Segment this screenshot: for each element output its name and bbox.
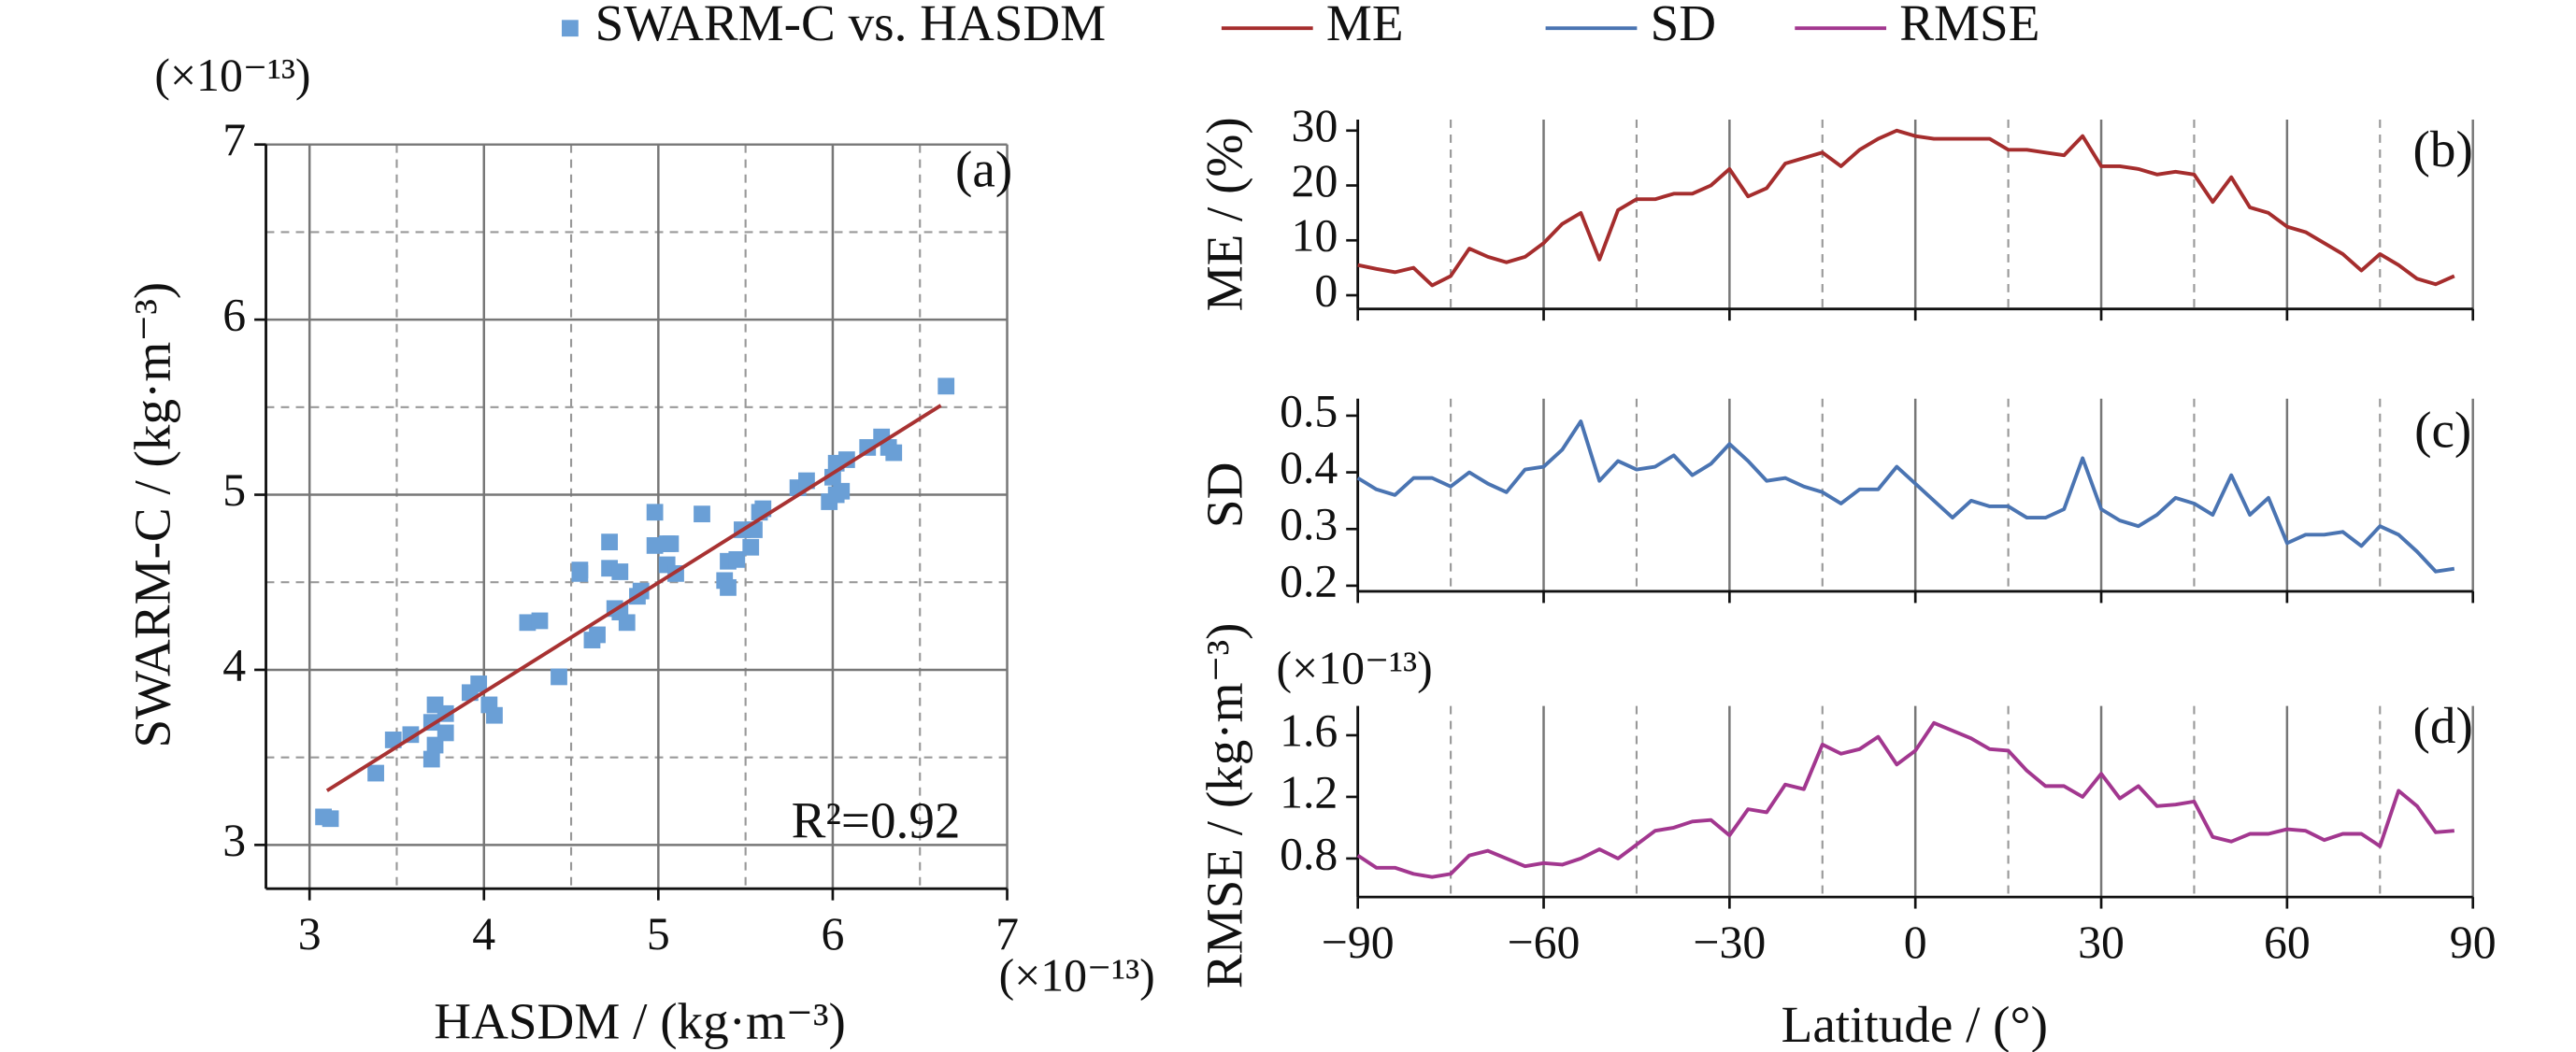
y-tick-label: 0.3 [1280,499,1338,550]
point [571,562,589,579]
y-unit: (×10⁻¹³) [154,50,310,101]
x-tick-label: 90 [2450,917,2497,968]
point [885,444,903,462]
x-tick-label: 3 [298,908,322,960]
panel-label: (c) [2414,401,2471,458]
x-tick-label: 60 [2264,917,2311,968]
point [728,550,746,568]
y-tick-label: 0 [1314,264,1338,316]
y-tick-label: 4 [222,639,246,690]
panel-label: (a) [955,140,1012,197]
point [833,482,851,500]
panel-label: (b) [2413,121,2473,178]
point [618,614,636,632]
y-tick-label: 3 [222,815,246,866]
point [742,538,760,556]
y-tick-label: 1.2 [1280,766,1338,817]
x-tick-label: −60 [1508,917,1581,968]
legend-marker [562,20,579,37]
y-tick-label: 1.6 [1280,704,1338,756]
legend-label: SWARM-C vs. HASDM [595,0,1107,51]
y-tick-label: 7 [222,114,246,165]
x-tick-label: −30 [1693,917,1766,968]
point [611,563,629,580]
y-axis-label: ME / (%) [1195,117,1252,311]
series-line [1357,128,2455,288]
series-line [1356,720,2454,879]
point [798,472,815,490]
point [384,732,402,748]
x-unit: (×10⁻¹³) [999,949,1155,1001]
point [436,724,454,742]
y-tick-label: 0.2 [1280,555,1338,606]
y-tick-label: 6 [222,290,246,341]
point [470,675,488,692]
x-axis-label: Latitude / (°) [1782,996,2048,1052]
legend-label: SD [1651,0,1716,51]
point [662,535,680,552]
point [422,750,440,768]
point [720,578,737,596]
x-tick-label: 4 [472,908,495,960]
x-tick-label: 6 [821,908,844,960]
y-tick-label: 0.4 [1280,442,1338,493]
y-tick-label: 5 [222,464,246,516]
y-axis-label: SD [1195,462,1252,528]
point [531,612,549,630]
point [601,533,618,551]
x-tick-label: 30 [2078,917,2125,968]
y-tick-label: 10 [1292,210,1338,262]
point [589,626,606,644]
point [551,668,567,686]
x-axis-label: HASDM / (kg·m⁻³) [434,992,846,1049]
legend-label: RMSE [1899,0,2039,51]
y-axis-label: RMSE / (kg·m⁻³) [1195,623,1252,989]
point [824,468,841,486]
y-unit: (×10⁻¹³) [1277,643,1433,694]
y-tick-label: 30 [1292,100,1338,151]
x-tick-label: −90 [1322,917,1395,968]
x-tick-label: 0 [1904,917,1927,968]
x-tick-label: 5 [647,908,670,960]
point [937,377,955,395]
series-line [1356,419,2455,574]
y-tick-label: 0.8 [1280,828,1338,879]
legend-label: ME [1326,0,1404,51]
annotation: R²=0.92 [792,791,961,848]
point [646,504,664,521]
y-tick-label: 0.5 [1280,385,1338,436]
panel-label: (d) [2413,697,2473,754]
point [322,810,339,828]
y-axis-label: SWARM-C / (kg·m⁻³) [124,282,181,748]
x-tick-label: 7 [995,908,1019,960]
point [859,439,877,456]
fit-line [325,404,942,792]
point [694,505,710,523]
point [367,764,384,782]
point [486,706,503,724]
y-tick-label: 20 [1292,155,1338,206]
